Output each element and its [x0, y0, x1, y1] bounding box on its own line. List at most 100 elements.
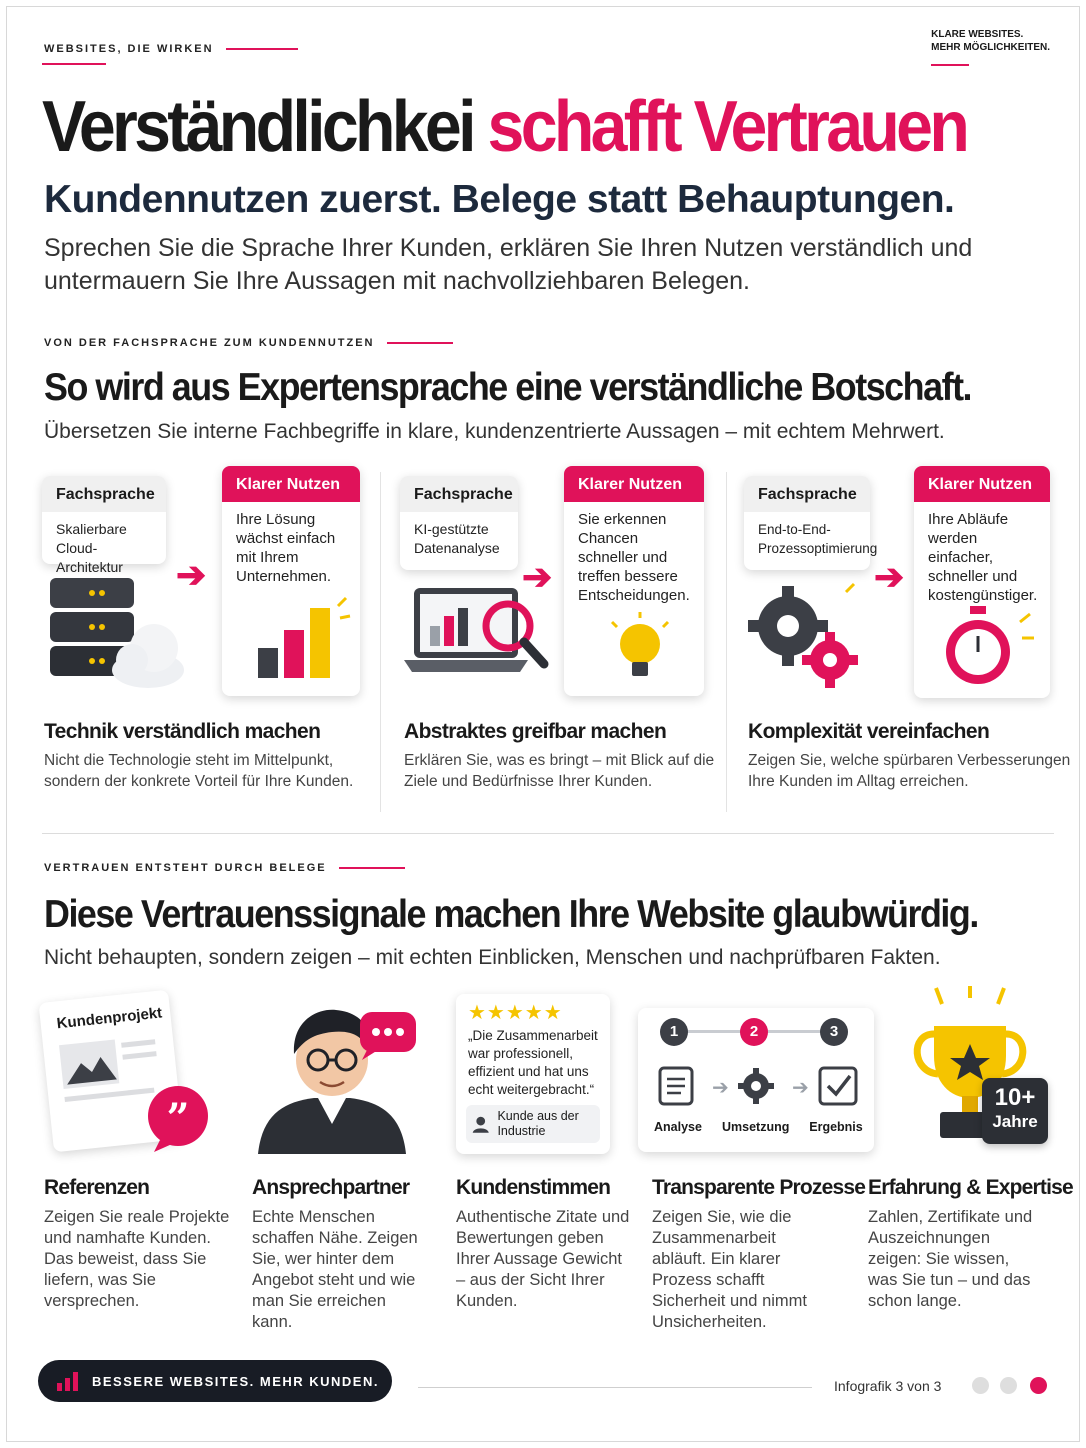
star-rating-icon: ★★★★★: [468, 1002, 563, 1024]
page-indicator: Infografik 3 von 3: [834, 1378, 942, 1394]
quote-bubble-icon: ”: [148, 1086, 208, 1152]
column-title: Komplexität vereinfachen: [748, 720, 990, 743]
arrow-right-icon: ➔: [522, 556, 553, 597]
signal-title: Transparente Prozesse: [652, 1176, 866, 1199]
translation-column-2: Fachsprache KI-gestützte Datenanalyse ➔ …: [398, 462, 738, 812]
testimonial-card: ★★★★★ „Die Zusammenarbeit war profession…: [456, 994, 610, 1154]
benefit-card-text: Ihre Abläufe werden einfacher, schneller…: [928, 511, 1038, 604]
section2-title: Diese Vertrauenssignale machen Ihre Webs…: [44, 893, 979, 936]
tech-card: Fachsprache Skalierbare Cloud-Architektu…: [42, 476, 166, 575]
benefit-card-text: Ihre Lösung wächst einfach mit Ihrem Unt…: [236, 511, 336, 585]
step-number: 2: [740, 1018, 768, 1046]
hero-subtitle: Kundennutzen zuerst. Belege statt Behaup…: [44, 178, 955, 221]
column-text: Erklären Sie, was es bringt – mit Blick …: [404, 752, 715, 790]
signal-title: Erfahrung & Expertise: [868, 1176, 1074, 1199]
pagination-dot-2[interactable]: [1000, 1377, 1017, 1394]
svg-text:”: ”: [166, 1095, 189, 1142]
lightbulb-icon: [610, 612, 670, 676]
brand-line-2: MEHR MÖGLICHKEITEN.: [931, 42, 1050, 53]
column-separator: [380, 472, 381, 812]
translation-column-1: Fachsprache Skalierbare Cloud-Architektu…: [40, 462, 380, 812]
column-title: Technik verständlich machen: [44, 720, 321, 743]
section1-title: So wird aus Expertensprache eine verstän…: [44, 366, 973, 409]
step-label: Analyse: [654, 1120, 702, 1134]
tech-card-label: Fachsprache: [42, 476, 166, 512]
section-divider: [42, 833, 1054, 834]
section2-lead: Nicht behaupten, sondern zeigen – mit ec…: [44, 946, 941, 969]
process-card: 1 2 3 ➔ ➔ Analyse Umsetzung Ergebnis: [638, 1008, 874, 1152]
tech-card-text: Skalierbare Cloud-Architektur: [56, 521, 127, 575]
step-label: Ergebnis: [809, 1120, 863, 1134]
signal-references: Kundenprojekt ” Referenzen Zeigen Sie re…: [38, 989, 244, 1340]
years-badge: 10+ Jahre: [982, 1078, 1048, 1144]
years-badge-unit: Jahre: [992, 1112, 1038, 1131]
process-steps-icons: ➔ ➔: [658, 1066, 858, 1106]
step-number: 1: [660, 1018, 688, 1046]
section1-lead: Übersetzen Sie interne Fachbegriffe in k…: [44, 420, 945, 443]
signal-contact-person: Ansprechpartner Echte Menschen schaffen …: [252, 990, 452, 1340]
reference-card-label: Kundenprojekt: [55, 1004, 163, 1033]
signal-title: Kundenstimmen: [456, 1176, 611, 1199]
column-separator: [726, 472, 727, 812]
tech-card-text: KI-gestützte Datenanalyse: [414, 521, 500, 556]
signal-text: Zeigen Sie reale Projekte und namhafte K…: [44, 1208, 230, 1310]
bar-chart-icon: [258, 596, 351, 678]
laptop-search-icon: [404, 588, 549, 672]
benefit-card-label: Klarer Nutzen: [222, 466, 360, 502]
arrow-right-icon: ➔: [874, 556, 905, 597]
column-title: Abstraktes greifbar machen: [404, 720, 667, 743]
tech-card-label: Fachsprache: [744, 476, 870, 512]
signal-title: Ansprechpartner: [252, 1176, 410, 1199]
signal-text: Zahlen, Zertifikate und Auszeichnungen z…: [868, 1208, 1033, 1310]
step-label: Umsetzung: [722, 1120, 790, 1134]
benefit-card-label: Klarer Nutzen: [564, 466, 704, 502]
hero-lead: Sprechen Sie die Sprache Ihrer Kunden, e…: [44, 234, 973, 295]
benefit-card: Klarer Nutzen Ihre Abläufe werden einfac…: [914, 466, 1050, 698]
page-frame: [6, 6, 1080, 1442]
tech-card: Fachsprache End-to-End-Prozessoptimierun…: [744, 476, 878, 570]
hero-title-pink: schafft Vertrauen: [487, 87, 970, 167]
tech-card-text: End-to-End-Prozessoptimierung: [758, 522, 878, 556]
column-text: Nicht die Technologie steht im Mittelpun…: [44, 752, 354, 790]
image-placeholder-icon: [59, 1039, 157, 1102]
signal-experience: 10+ Jahre Erfahrung & Expertise Zahlen, …: [868, 986, 1074, 1340]
benefit-card: Klarer Nutzen Ihre Lösung wächst einfach…: [222, 466, 360, 696]
arrow-right-icon: ➔: [176, 554, 207, 595]
server-cloud-icon: [50, 578, 184, 688]
pagination-dot-1[interactable]: [972, 1377, 989, 1394]
section1-eyebrow: VON DER FACHSPRACHE ZUM KUNDENNUTZEN: [44, 337, 453, 349]
column-text: Zeigen Sie, welche spürbaren Verbesserun…: [748, 752, 1071, 790]
brand-underline: [931, 64, 970, 66]
step-number: 3: [820, 1018, 848, 1046]
benefit-card-text: Sie erkennen Chancen schneller und treff…: [578, 511, 690, 604]
footer-line: [418, 1387, 812, 1388]
years-badge-number: 10+: [994, 1084, 1036, 1111]
benefit-card-label: Klarer Nutzen: [914, 466, 1050, 502]
signal-testimonials: ★★★★★ „Die Zusammenarbeit war profession…: [456, 990, 656, 1340]
pagination-dot-3-active[interactable]: [1030, 1377, 1047, 1394]
testimonial-author-text: Kunde aus der Industrie: [497, 1109, 579, 1138]
signal-text: Zeigen Sie, wie die Zusammenarbeit abläu…: [652, 1208, 807, 1331]
reference-card: Kundenprojekt: [38, 989, 184, 1153]
testimonial-quote: „Die Zusammenarbeit war professionell, e…: [468, 1028, 598, 1097]
header-underline: [42, 63, 106, 65]
bar-chart-icon: [57, 1372, 78, 1391]
stopwatch-icon: [946, 606, 1034, 684]
tech-card: Fachsprache KI-gestützte Datenanalyse: [400, 476, 518, 570]
footer-pill: BESSERE WEBSITES. MEHR KUNDEN.: [38, 1360, 392, 1402]
gears-icon: [748, 582, 858, 688]
tech-card-label: Fachsprache: [400, 476, 518, 512]
person-avatar-icon: [258, 1009, 416, 1154]
footer-pill-text: BESSERE WEBSITES. MEHR KUNDEN.: [92, 1373, 379, 1389]
header-eyebrow: WEBSITES, DIE WIRKEN: [44, 43, 298, 55]
signal-text: Authentische Zitate und Bewertungen gebe…: [456, 1208, 630, 1310]
user-icon: [472, 1116, 489, 1133]
svg-text:➔: ➔: [792, 1075, 809, 1099]
svg-text:➔: ➔: [712, 1075, 729, 1099]
testimonial-author: Kunde aus der Industrie: [466, 1105, 600, 1143]
hero-title-dark: Verständlichkei: [42, 87, 476, 167]
translation-column-3: Fachsprache End-to-End-Prozessoptimierun…: [742, 462, 1082, 812]
brand-line-1: KLARE WEBSITES.: [931, 29, 1024, 40]
hero-title: Verständlichkei schafft Vertrauen: [42, 84, 970, 170]
brand-tagline: KLARE WEBSITES. MEHR MÖGLICHKEITEN.: [931, 28, 1050, 66]
